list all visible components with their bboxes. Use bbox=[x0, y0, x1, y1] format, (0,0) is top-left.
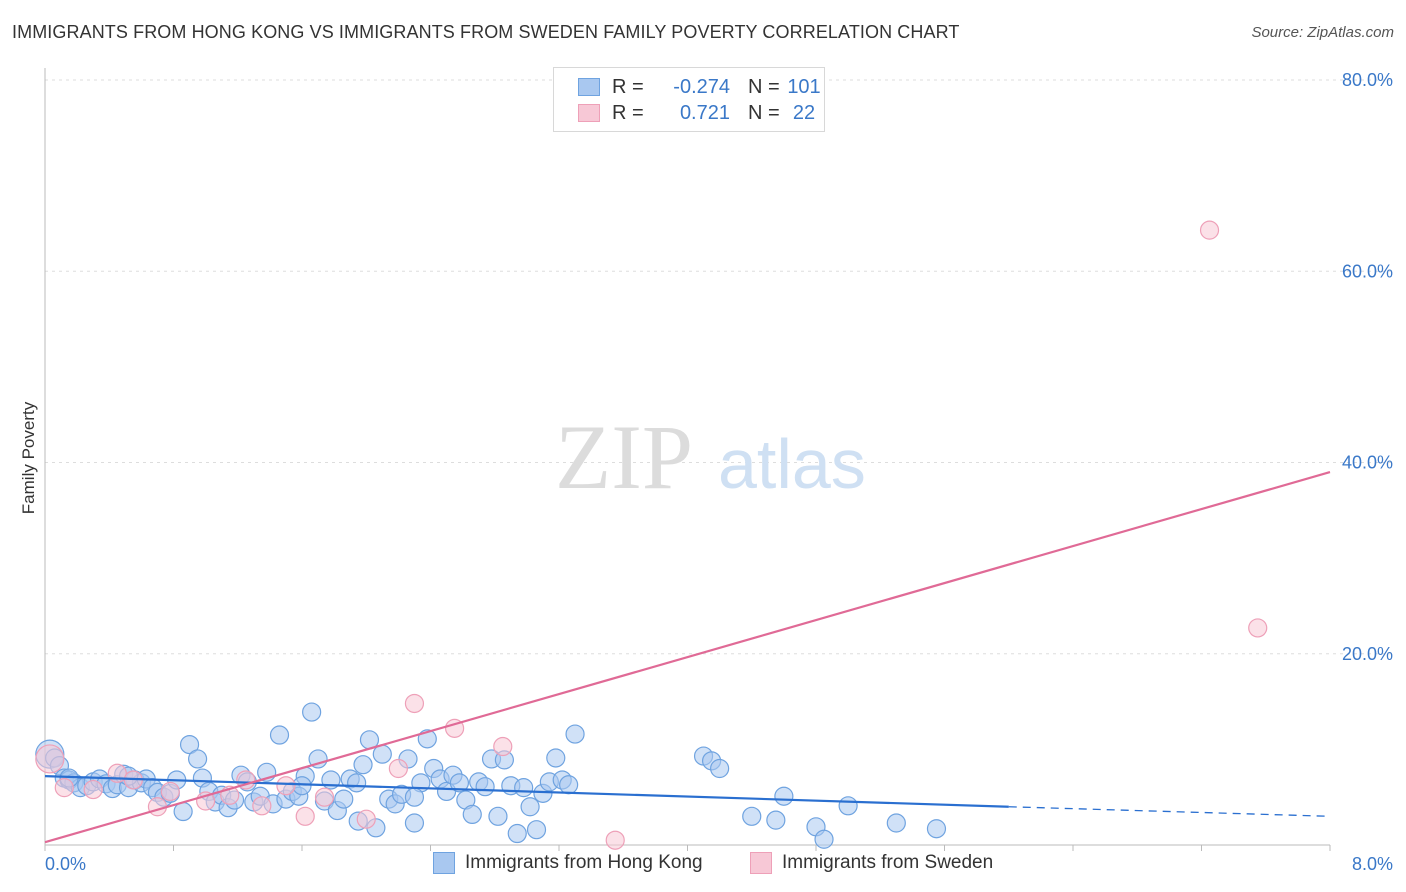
point-sweden-14 bbox=[356, 809, 376, 829]
legend-r-label: R = bbox=[612, 75, 644, 98]
y-tick-label-3: 80.0% bbox=[1342, 70, 1393, 90]
legend-item-sweden: Immigrants from Sweden bbox=[750, 852, 993, 874]
legend-swatch-hong-kong bbox=[578, 78, 600, 96]
x-tick-label-start: 0.0% bbox=[45, 854, 86, 874]
point-hong-kong-75 bbox=[507, 823, 527, 844]
point-hong-kong-84 bbox=[565, 724, 585, 744]
trend-line-sweden bbox=[44, 471, 1331, 844]
series-legend: Immigrants from Hong Kong Immigrants fro… bbox=[0, 852, 1406, 878]
point-hong-kong-81 bbox=[546, 748, 566, 768]
legend-n-value: 101 bbox=[787, 75, 821, 98]
point-hong-kong-70 bbox=[475, 777, 495, 797]
point-hong-kong-24 bbox=[179, 734, 200, 755]
y-tick-label-2: 60.0% bbox=[1342, 261, 1393, 281]
y-tick-label-0: 20.0% bbox=[1342, 644, 1393, 664]
point-hong-kong-50 bbox=[347, 773, 367, 793]
watermark: ZIP atlas bbox=[555, 406, 866, 508]
axes bbox=[44, 68, 1331, 851]
point-sweden-5 bbox=[147, 797, 168, 817]
legend-swatch-sweden bbox=[750, 852, 772, 874]
point-hong-kong-95 bbox=[926, 819, 947, 839]
legend-swatch-sweden bbox=[578, 104, 600, 122]
point-hong-kong-87 bbox=[710, 758, 730, 779]
point-hong-kong-83 bbox=[559, 775, 579, 795]
legend-label-sweden: Immigrants from Sweden bbox=[782, 852, 994, 873]
point-hong-kong-100 bbox=[404, 787, 425, 807]
point-sweden-20 bbox=[1199, 220, 1220, 240]
point-hong-kong-44 bbox=[308, 749, 328, 769]
point-sweden-21 bbox=[1248, 618, 1268, 638]
point-sweden-13 bbox=[314, 787, 335, 807]
trend-line-hong-kong-extension bbox=[1008, 806, 1331, 817]
legend-r-label: R = bbox=[612, 101, 644, 124]
point-sweden-2 bbox=[83, 779, 103, 800]
point-hong-kong-48 bbox=[334, 789, 354, 809]
point-hong-kong-77 bbox=[520, 797, 540, 817]
point-sweden-0 bbox=[35, 744, 65, 774]
point-hong-kong-94 bbox=[886, 813, 906, 833]
point-sweden-6 bbox=[160, 781, 180, 802]
legend-r-value: 0.721 bbox=[679, 101, 730, 124]
legend-row-sweden: R = 0.721 N = 22 bbox=[578, 100, 824, 126]
point-hong-kong-89 bbox=[766, 810, 786, 830]
point-hong-kong-43 bbox=[302, 702, 322, 722]
point-hong-kong-78 bbox=[526, 820, 547, 840]
point-sweden-10 bbox=[252, 796, 272, 816]
point-hong-kong-72 bbox=[488, 806, 508, 826]
y-tick-label-1: 40.0% bbox=[1342, 453, 1393, 473]
point-sweden-15 bbox=[388, 758, 408, 779]
point-sweden-16 bbox=[404, 693, 425, 714]
legend-label-hong-kong: Immigrants from Hong Kong bbox=[465, 852, 703, 873]
tick-labels: 20.0% 40.0% 60.0% 80.0% 0.0% 8.0% bbox=[45, 70, 1393, 874]
x-tick-label-end: 8.0% bbox=[1352, 854, 1393, 874]
point-sweden-12 bbox=[295, 806, 315, 826]
legend-swatch-hong-kong bbox=[433, 852, 455, 874]
correlation-legend: R = -0.274 N = 101 R = 0.721 N = 22 bbox=[553, 67, 825, 132]
point-hong-kong-98 bbox=[292, 776, 312, 796]
legend-n-label: N = bbox=[748, 101, 780, 124]
point-hong-kong-88 bbox=[742, 806, 762, 826]
point-hong-kong-90 bbox=[774, 786, 794, 806]
watermark-atlas: atlas bbox=[718, 425, 866, 503]
point-hong-kong-59 bbox=[404, 813, 425, 833]
legend-n-value: 22 bbox=[792, 101, 816, 124]
point-sweden-1 bbox=[54, 778, 74, 798]
trend-lines bbox=[44, 471, 1331, 844]
point-hong-kong-38 bbox=[269, 725, 290, 745]
point-hong-kong-76 bbox=[514, 778, 534, 798]
chart-title: IMMIGRANTS FROM HONG KONG VS IMMIGRANTS … bbox=[12, 22, 960, 42]
point-sweden-11 bbox=[276, 776, 296, 796]
trend-line-hong-kong bbox=[44, 775, 1009, 808]
legend-item-hong-kong: Immigrants from Hong Kong bbox=[433, 852, 703, 874]
point-hong-kong-92 bbox=[814, 829, 834, 849]
point-hong-kong-66 bbox=[449, 773, 470, 793]
data-points bbox=[35, 220, 1268, 850]
legend-r-value: -0.274 bbox=[673, 75, 730, 98]
watermark-zip: ZIP bbox=[555, 406, 693, 508]
point-hong-kong-25 bbox=[187, 749, 208, 769]
point-hong-kong-93 bbox=[838, 796, 858, 816]
grid-lines bbox=[45, 79, 1392, 655]
point-sweden-19 bbox=[605, 830, 625, 850]
chart-source: Source: ZipAtlas.com bbox=[1251, 24, 1394, 41]
legend-row-hong-kong: R = -0.274 N = 101 bbox=[578, 74, 824, 100]
point-hong-kong-68 bbox=[462, 804, 482, 825]
point-sweden-18 bbox=[493, 736, 513, 757]
point-hong-kong-51 bbox=[353, 755, 373, 775]
legend-n-label: N = bbox=[748, 75, 780, 98]
